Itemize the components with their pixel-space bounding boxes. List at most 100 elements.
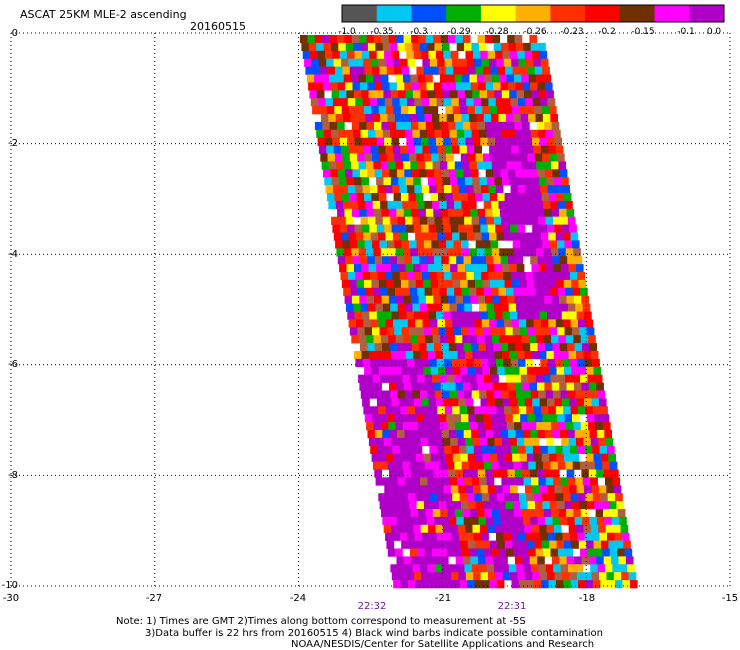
colorbar-segment	[585, 5, 621, 22]
swath-cell	[382, 430, 390, 439]
swath-cell	[532, 98, 541, 107]
swath-cell	[489, 406, 497, 415]
swath-cell	[545, 303, 554, 312]
swath-cell	[318, 98, 326, 107]
swath-cell	[460, 540, 469, 549]
swath-cell	[581, 556, 590, 565]
swath-cell	[547, 98, 556, 107]
swath-cell	[568, 477, 576, 486]
swath-cell	[334, 193, 343, 202]
swath-cell	[445, 193, 454, 202]
swath-cell	[388, 161, 396, 170]
swath-cell	[475, 193, 483, 202]
swath-cell	[455, 208, 464, 217]
swath-cell	[494, 90, 503, 99]
swath-cell	[467, 279, 476, 289]
swath-cell	[563, 580, 571, 589]
swath-cell	[534, 66, 543, 75]
swath-cell	[543, 161, 552, 170]
swath-cell	[549, 540, 557, 549]
swath-cell	[613, 572, 622, 581]
swath-cell	[389, 343, 398, 352]
swath-cell	[472, 524, 481, 533]
swath-cell	[367, 82, 375, 91]
swath-cell	[533, 319, 542, 328]
swath-cell	[526, 193, 535, 202]
swath-cell	[326, 145, 334, 154]
swath-cell	[515, 42, 524, 52]
swath-cell	[304, 58, 312, 67]
swath-cell	[537, 82, 546, 91]
swath-cell	[401, 153, 410, 162]
swath-cell	[474, 232, 482, 241]
note-line-2: 3)Data buffer is 22 hrs from 20160515 4)…	[145, 628, 603, 639]
swath-cell	[553, 564, 561, 573]
swath-cell	[407, 493, 416, 502]
swath-cell	[536, 121, 545, 131]
swath-cell	[321, 74, 330, 83]
swath-cell	[329, 35, 338, 44]
swath-cell	[479, 129, 487, 138]
swath-cell	[489, 106, 498, 115]
swath-cell	[578, 279, 587, 289]
swath-cell	[408, 453, 417, 462]
swath-cell	[503, 272, 511, 281]
swath-cell	[427, 216, 435, 225]
swath-cell	[592, 493, 601, 502]
swath-cell	[522, 430, 531, 439]
swath-cell	[363, 106, 372, 115]
swath-cell	[380, 374, 388, 383]
swath-cell	[512, 153, 521, 162]
swath-cell	[384, 50, 392, 59]
swath-cell	[331, 177, 340, 186]
swath-cell	[549, 153, 558, 162]
swath-cell	[506, 509, 515, 518]
swath-cell	[411, 169, 420, 178]
swath-cell	[370, 358, 378, 368]
swath-cell	[541, 580, 549, 589]
swath-cell	[467, 493, 475, 502]
swath-cell	[391, 50, 400, 59]
swath-cell	[553, 216, 561, 225]
colorbar-label: -0.29	[447, 27, 471, 37]
swath-cell	[561, 264, 569, 273]
swath-cell	[403, 469, 412, 478]
swath-cell	[361, 137, 370, 146]
swath-cell	[406, 485, 415, 494]
swath-cell	[460, 453, 468, 462]
swath-cell	[480, 485, 489, 494]
swath-cell	[353, 129, 361, 138]
swath-cell	[399, 445, 408, 454]
swath-cell	[444, 493, 453, 502]
swath-cell	[434, 303, 443, 312]
swath-cell	[333, 185, 341, 194]
swath-cell	[444, 532, 452, 541]
swath-cell	[374, 35, 382, 44]
swath-cell	[485, 430, 494, 439]
swath-cell	[332, 137, 340, 146]
swath-cell	[411, 382, 419, 391]
swath-cell	[596, 469, 604, 478]
swath-cell	[542, 153, 550, 162]
swath-cell	[428, 524, 436, 533]
swath-cell	[400, 406, 409, 415]
swath-cell	[487, 311, 496, 320]
swath-cell	[485, 343, 494, 352]
swath-cell	[514, 382, 523, 391]
swath-cell	[459, 58, 468, 67]
swath-cell	[397, 256, 405, 265]
swath-cell	[487, 177, 495, 186]
swath-cell	[389, 169, 398, 178]
swath-cell	[388, 422, 396, 431]
swath-cell	[493, 129, 502, 138]
swath-cell	[394, 114, 403, 123]
swath-cell	[533, 145, 542, 154]
swath-cell	[397, 42, 406, 52]
swath-cell	[549, 279, 557, 289]
swath-cell	[444, 58, 453, 67]
swath-cell	[435, 524, 444, 533]
swath-cell	[582, 430, 590, 439]
swath-cell	[434, 564, 443, 573]
swath-cell	[512, 193, 520, 202]
swath-cell	[532, 50, 540, 59]
